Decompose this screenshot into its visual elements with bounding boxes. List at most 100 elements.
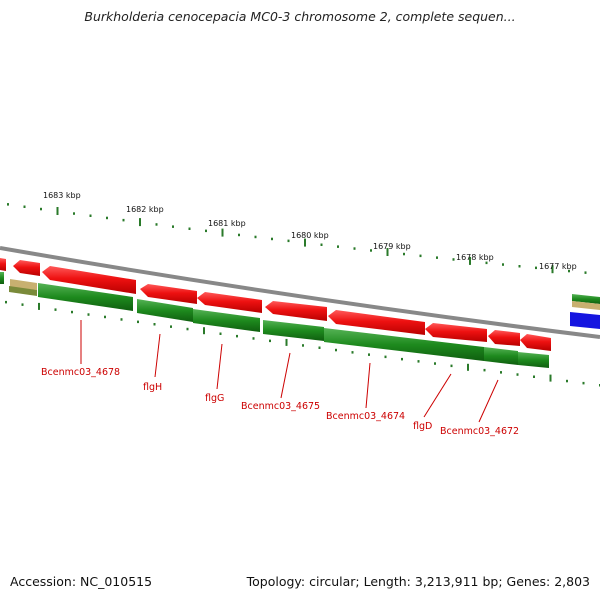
- minor-tick: [7, 203, 9, 206]
- gene-minor-tick: [417, 360, 420, 363]
- gene-minor-tick: [219, 332, 222, 335]
- gene-minor-tick: [170, 325, 172, 328]
- minor-tick: [502, 263, 504, 266]
- gene-minor-tick: [120, 318, 123, 321]
- cds-arrow: [42, 266, 136, 294]
- gene-minor-tick: [5, 300, 7, 304]
- gene-minor-tick: [137, 320, 139, 324]
- cds-arrow: [197, 292, 262, 313]
- major-tick: [139, 218, 141, 227]
- minor-tick: [337, 245, 339, 248]
- scale-label-1677: 1677 kbp: [539, 262, 577, 271]
- gene-minor-tick: [153, 323, 156, 326]
- cds-arrow: [140, 284, 197, 304]
- gene-major-tick: [285, 338, 288, 346]
- gene-labels[interactable]: Bcenmc03_4678 flgH flgG Bcenmc03_4675 Bc…: [41, 367, 519, 437]
- minor-tick: [106, 216, 108, 220]
- gene-minor-tick: [335, 348, 337, 352]
- gene-minor-tick: [368, 353, 370, 356]
- gene-block: [572, 294, 600, 304]
- blue-feature: [570, 312, 600, 329]
- leader-line: [216, 343, 223, 390]
- gene-block: [193, 309, 260, 332]
- gene-major-tick: [549, 374, 552, 382]
- minor-tick: [518, 265, 521, 268]
- gene-label-bcenmc03-4678: Bcenmc03_4678: [41, 367, 120, 378]
- gene-minor-tick: [582, 381, 585, 385]
- gene-block: [0, 272, 4, 284]
- minor-tick: [122, 218, 125, 222]
- gene-minor-tick: [104, 315, 106, 319]
- gene-label-flgh: flgH: [143, 382, 162, 393]
- minor-tick: [436, 256, 438, 259]
- minor-tick: [353, 247, 356, 250]
- gene-minor-tick: [302, 344, 304, 347]
- map-title: Burkholderia cenocepacia MC0-3 chromosom…: [84, 9, 516, 24]
- genome-backbone: [0, 246, 600, 339]
- scale-label-1681: 1681 kbp: [208, 219, 246, 228]
- major-tick: [551, 265, 554, 274]
- minor-tick: [23, 205, 26, 208]
- gene-minor-tick: [236, 334, 238, 338]
- gene-minor-tick: [186, 327, 189, 331]
- minor-tick: [485, 261, 488, 265]
- gene-block: [137, 299, 193, 322]
- scale-labels: 1683 kbp 1682 kbp 1681 kbp 1680 kbp 1679…: [43, 191, 577, 271]
- leader-line: [423, 373, 452, 418]
- gene-minor-tick: [269, 339, 271, 343]
- cds-arrow: [13, 260, 40, 276]
- gene-block: [9, 286, 37, 296]
- gene-minor-tick: [21, 303, 24, 306]
- gene-major-tick: [38, 302, 40, 310]
- major-tick: [469, 256, 471, 265]
- minor-tick: [89, 214, 92, 217]
- minor-tick: [419, 254, 422, 258]
- gene-major-tick: [467, 363, 469, 371]
- minor-tick: [73, 212, 75, 215]
- cds-arrow: [265, 301, 327, 321]
- genome-summary-text: Topology: circular; Length: 3,213,911 bp…: [246, 574, 590, 589]
- scale-label-1679: 1679 kbp: [373, 242, 411, 251]
- gene-minor-tick: [401, 357, 403, 361]
- gene-label-flgg: flgG: [205, 393, 224, 404]
- leader-line: [365, 362, 371, 409]
- gene-minor-tick: [351, 351, 354, 354]
- major-tick: [221, 228, 224, 237]
- scale-label-1682: 1682 kbp: [126, 205, 164, 214]
- gene-label-bcenmc03-4672: Bcenmc03_4672: [440, 426, 519, 437]
- gene-minor-tick: [566, 379, 568, 383]
- minor-tick: [287, 239, 290, 243]
- minor-tick: [535, 266, 537, 270]
- gene-block: [263, 320, 324, 341]
- accession-text: Accession: NC_010515: [10, 574, 153, 589]
- minor-tick: [568, 269, 570, 273]
- gene-minor-tick: [54, 308, 57, 311]
- gene-block: [572, 301, 600, 310]
- scale-ticks: [7, 203, 587, 274]
- gene-minor-tick: [516, 373, 519, 376]
- minor-tick: [452, 258, 455, 261]
- minor-tick: [155, 223, 158, 226]
- cds-arrow: [0, 258, 6, 271]
- minor-tick: [370, 249, 372, 252]
- minor-tick: [271, 237, 273, 241]
- cds-arrow: [520, 334, 551, 351]
- gene-block: [518, 352, 549, 368]
- cds-arrow: [488, 330, 520, 346]
- gene-minor-tick: [500, 371, 502, 374]
- gene-label-bcenmc03-4674: Bcenmc03_4674: [326, 411, 405, 422]
- minor-tick: [584, 271, 587, 274]
- major-tick: [304, 238, 306, 247]
- leader-line: [154, 333, 161, 378]
- gene-block: [38, 283, 133, 311]
- scale-label-1683: 1683 kbp: [43, 191, 81, 200]
- minor-tick: [40, 207, 42, 211]
- gene-minor-tick: [252, 337, 255, 340]
- gene-label-flgd: flgD: [413, 421, 432, 432]
- minor-tick: [238, 233, 240, 237]
- major-tick: [386, 248, 389, 256]
- gene-minor-tick: [434, 362, 436, 365]
- label-leaders: [80, 320, 499, 423]
- gene-block: [324, 328, 484, 361]
